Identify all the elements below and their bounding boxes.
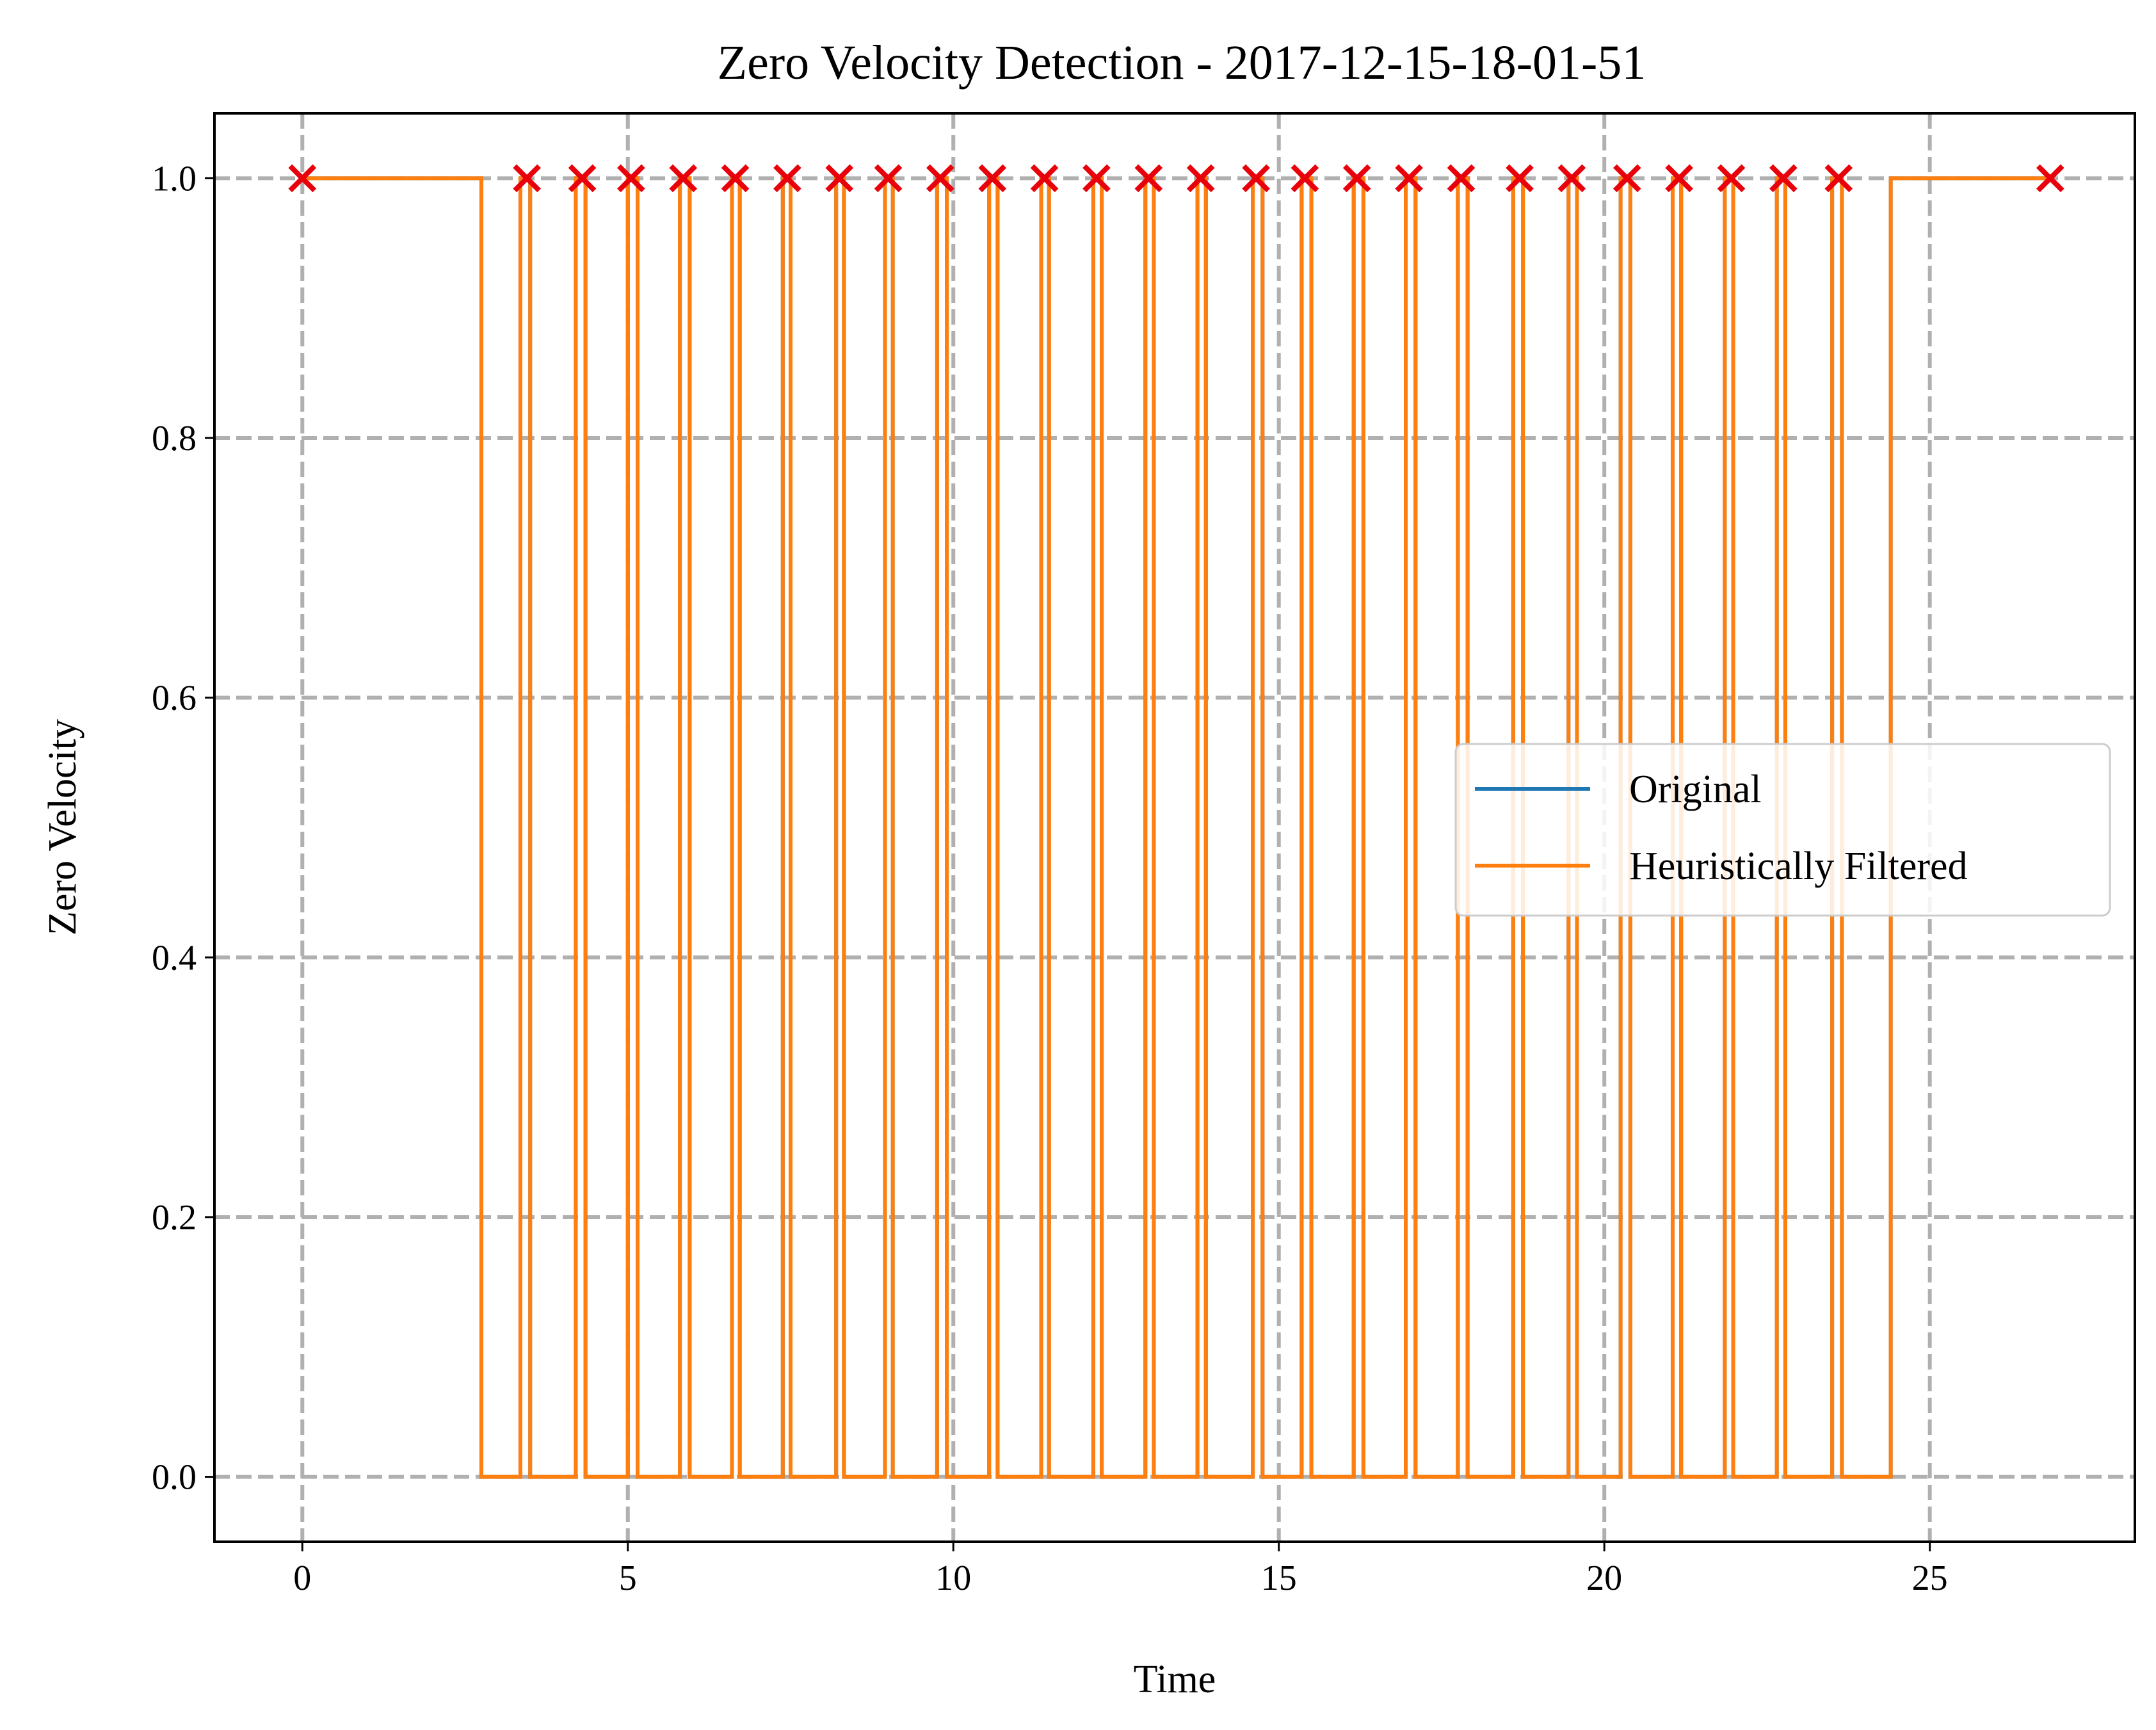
legend-box	[1454, 743, 2111, 917]
x-axis-label: Time	[1134, 1658, 1216, 1701]
x-tick-label: 25	[1912, 1558, 1948, 1598]
x-marker	[773, 164, 801, 193]
x-marker	[1447, 164, 1476, 193]
x-marker	[978, 164, 1007, 193]
series-lines	[302, 176, 2050, 1479]
x-marker	[2036, 164, 2064, 193]
x-marker	[568, 164, 597, 193]
x-marker	[1242, 164, 1270, 193]
x-marker	[1395, 164, 1423, 193]
x-marker	[1613, 164, 1641, 193]
x-marker	[1291, 164, 1319, 193]
y-tick-label: 0.6	[152, 679, 197, 718]
x-marker	[1342, 164, 1371, 193]
x-marker	[1506, 164, 1534, 193]
legend: Original Heuristically Filtered	[1454, 743, 2111, 917]
plot-frame	[213, 112, 2136, 1543]
x-marker	[1082, 164, 1111, 193]
y-tick-label: 0.0	[152, 1458, 197, 1498]
x-marker	[1134, 164, 1163, 193]
chart-title: Zero Velocity Detection - 2017-12-15-18-…	[718, 36, 1646, 90]
x-marker	[1769, 164, 1798, 193]
x-marker	[1030, 164, 1059, 193]
x-tick-label: 5	[619, 1558, 637, 1598]
legend-label-original: Original	[1629, 768, 1762, 811]
x-marker	[1665, 164, 1693, 193]
axis-ticks: 0 5 10 15 20 25 0.0 0.2 0.4 0.6 0.8 1.0	[152, 159, 1948, 1598]
peak-markers	[288, 164, 2064, 193]
x-marker	[288, 164, 317, 193]
x-marker	[1186, 164, 1215, 193]
x-marker	[874, 164, 903, 193]
x-marker	[513, 164, 541, 193]
x-marker	[1557, 164, 1586, 193]
y-tick-label: 0.4	[152, 938, 197, 978]
x-marker	[825, 164, 854, 193]
x-marker	[1824, 164, 1853, 193]
y-tick-label: 0.2	[152, 1198, 197, 1238]
series-line-heuristically-filtered	[302, 176, 2050, 1479]
x-tick-label: 0	[293, 1558, 311, 1598]
x-tick-label: 15	[1261, 1558, 1297, 1598]
x-marker	[721, 164, 750, 193]
y-tick-label: 0.8	[152, 419, 197, 458]
x-tick-label: 10	[935, 1558, 971, 1598]
y-tick-label: 1.0	[152, 159, 197, 198]
legend-label-filtered: Heuristically Filtered	[1629, 845, 1968, 888]
x-marker	[926, 164, 954, 193]
x-marker	[1717, 164, 1746, 193]
y-axis-label: Zero Velocity	[41, 719, 84, 935]
x-marker	[617, 164, 645, 193]
x-marker	[669, 164, 698, 193]
x-tick-label: 20	[1586, 1558, 1622, 1598]
